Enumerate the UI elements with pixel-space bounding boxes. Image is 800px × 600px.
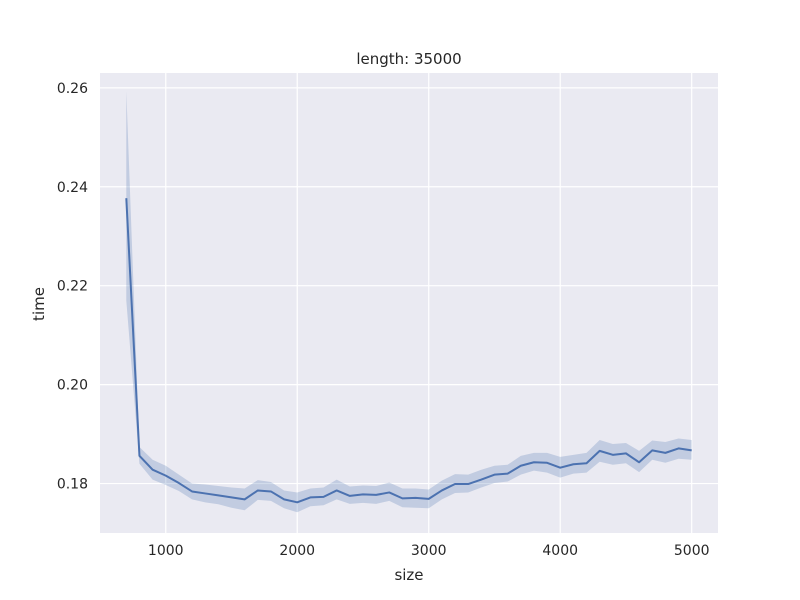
y-tick-label: 0.22 (57, 279, 88, 295)
y-axis-label: time (30, 287, 48, 321)
x-tick-label: 3000 (411, 543, 447, 559)
series-line (125, 198, 692, 504)
grid (100, 73, 718, 533)
x-tick-label: 4000 (542, 543, 578, 559)
x-tick-label: 1000 (148, 543, 184, 559)
plot-area (100, 73, 718, 533)
y-tick-label: 0.26 (57, 81, 88, 97)
x-tick-label: 2000 (279, 543, 315, 559)
y-tick-label: 0.18 (57, 477, 88, 493)
series-line-path (125, 198, 692, 504)
y-tick-label: 0.24 (57, 180, 88, 196)
chart-title: length: 35000 (356, 50, 461, 68)
y-tick-labels: 0.18 0.20 0.22 0.24 0.26 (57, 81, 88, 493)
x-tick-label: 5000 (674, 543, 710, 559)
y-tick-label: 0.20 (57, 378, 88, 394)
x-tick-labels: 1000 2000 3000 4000 5000 (148, 543, 710, 559)
x-axis-label: size (394, 566, 423, 584)
